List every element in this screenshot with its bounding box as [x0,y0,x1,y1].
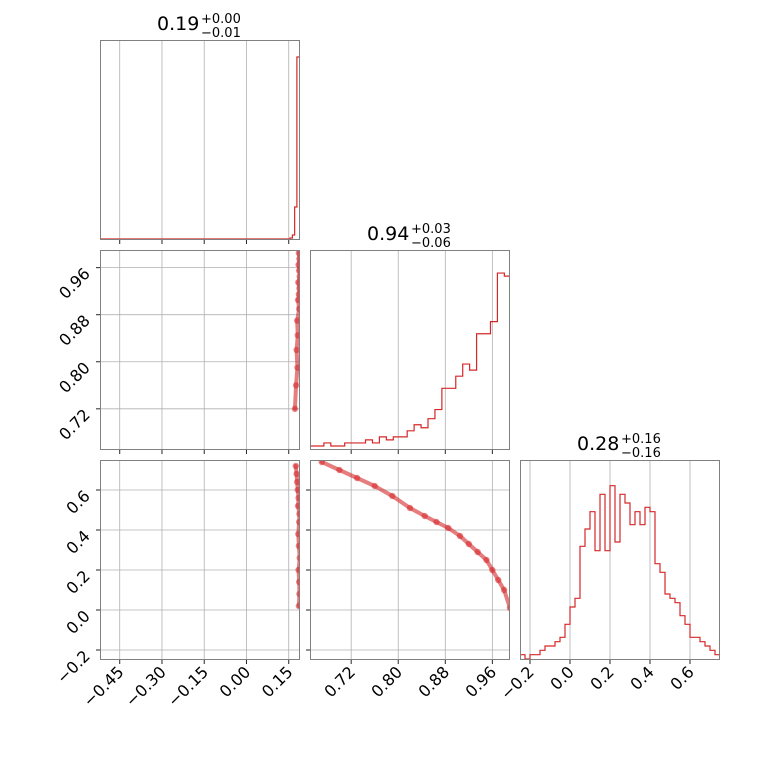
x-tick-label: −0.2 [497,662,538,703]
title-param-1-value: 0.19 [157,13,199,35]
panel-content [100,460,300,660]
panel-frame [310,250,510,450]
title-param-1-plus: +0.00 [201,12,241,27]
panel-frame [100,250,300,450]
panel-frame [520,460,720,660]
panel-2-2 [310,250,510,454]
panel-3-1: −0.45−0.30−0.15 0.00 0.15 −0.2 0.0 0.2 0.4 0.6 [53,460,300,710]
panel-content [100,40,300,240]
title-param-2-value: 0.94 [367,223,409,245]
title-param-2-plus: +0.03 [411,222,451,237]
y-tick-label: 0.0 [62,606,93,637]
panel-frame [100,40,300,240]
titles-layer: 0.19 +0.00 −0.01 0.94 +0.03 −0.06 0.28 +… [157,12,661,461]
scatter-trace [292,250,300,411]
title-param-2: 0.94 +0.03 −0.06 [367,222,451,251]
title-param-3: 0.28 +0.16 −0.16 [577,432,661,461]
y-tick-label: 0.72 [55,405,94,444]
title-param-3-value: 0.28 [577,433,619,455]
panel-3-2: 0.72 0.80 0.88 0.96 [306,460,510,701]
y-tick-label: 0.4 [62,526,93,557]
x-tick-label: 0.00 [216,662,255,701]
panel-content [310,460,510,660]
histogram-2 [310,272,510,449]
x-tick-label: 0.6 [666,662,697,693]
x-tick-label: 0.96 [462,662,501,701]
x-tick-label: 0.15 [258,662,297,701]
title-param-1: 0.19 +0.00 −0.01 [157,12,241,41]
title-param-2-minus: −0.06 [411,236,451,251]
x-tick-label: 0.88 [414,662,453,701]
panel-2-1: 0.72 0.80 0.88 0.96 [55,250,300,454]
x-tick-label: −0.15 [164,662,212,710]
x-tick-label: −0.30 [122,662,170,710]
panel-frame [100,460,300,660]
histogram-1 [100,56,300,240]
panel-content [310,250,510,450]
y-tick-label: −0.2 [53,646,94,687]
title-param-1-minus: −0.01 [201,26,241,41]
x-tick-label: 0.4 [626,662,657,693]
title-param-3-minus: −0.16 [621,446,661,461]
y-tick-label: 0.6 [62,486,93,517]
title-param-3-plus: +0.16 [621,432,661,447]
x-tick-label: 0.80 [367,662,406,701]
x-tick-label: 0.2 [586,662,617,693]
histogram-3 [520,485,720,660]
panel-content [100,250,300,450]
panel-1-1 [100,40,300,244]
y-tick-label: 0.80 [55,358,94,397]
panel-3-3: −0.2 0.0 0.2 0.4 0.6 [497,460,720,703]
y-tick-label: 0.88 [55,311,94,350]
panel-frame [310,460,510,660]
y-tick-label: 0.2 [62,566,93,597]
panels-layer: 0.720.800.880.96−0.45−0.30−0.15 0.00 0.15−… [53,40,720,710]
x-tick-label: 0.72 [320,662,359,701]
y-tick-label: 0.96 [55,264,94,303]
x-tick-label: 0.0 [546,662,577,693]
scatter-trace [319,460,510,610]
x-tick-label: −0.45 [79,662,127,710]
panel-content [520,460,720,660]
